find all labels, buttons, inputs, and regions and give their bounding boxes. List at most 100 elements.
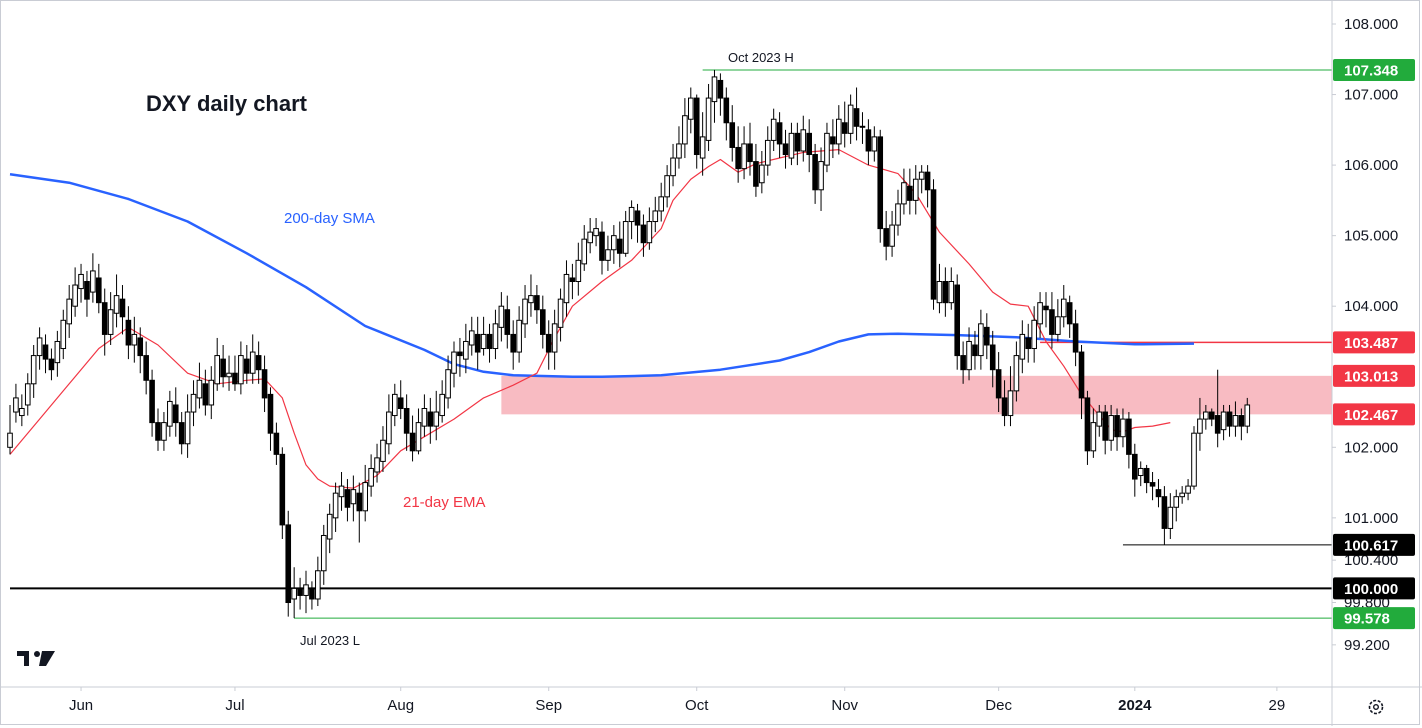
- candle-body-down: [693, 97, 700, 156]
- gear-center[interactable]: [1372, 704, 1379, 711]
- candle-body-down: [1132, 453, 1138, 480]
- candle-body-up: [492, 323, 499, 350]
- candle-body-up: [24, 383, 31, 406]
- candle: [877, 129, 884, 243]
- candle-body-down: [427, 411, 434, 427]
- candle-body-up: [1007, 390, 1014, 417]
- candle-body-up: [516, 319, 522, 353]
- candle: [190, 380, 197, 427]
- candle-body-down: [812, 154, 818, 191]
- candle: [457, 337, 463, 377]
- candle: [534, 285, 540, 324]
- candle: [285, 510, 292, 617]
- candle: [984, 313, 990, 360]
- candle: [196, 362, 203, 409]
- candle-body-down: [989, 344, 996, 371]
- candle: [907, 168, 913, 215]
- candle: [232, 355, 238, 391]
- candle: [593, 218, 599, 247]
- candle: [895, 189, 901, 236]
- candle: [415, 408, 422, 455]
- candle: [167, 390, 173, 437]
- candle: [847, 94, 854, 144]
- candle: [238, 341, 244, 395]
- candle: [427, 397, 434, 444]
- candle: [936, 263, 943, 314]
- candle-body-down: [794, 132, 801, 152]
- candle-body-down: [907, 185, 913, 201]
- candle: [688, 87, 694, 134]
- candle: [78, 263, 84, 303]
- candle: [841, 101, 848, 148]
- candle-body-up: [563, 273, 570, 304]
- candle: [1155, 479, 1162, 508]
- settings-gear-icon[interactable]: [1368, 699, 1384, 715]
- candle: [338, 471, 345, 511]
- candle: [1126, 412, 1132, 469]
- chart-title: DXY daily chart: [146, 91, 308, 116]
- candle: [717, 73, 724, 116]
- price-tick-label: 104.000: [1344, 298, 1398, 315]
- candle-body-down: [1078, 351, 1085, 399]
- candle: [788, 122, 795, 166]
- candle: [676, 126, 682, 169]
- candle: [1108, 404, 1114, 451]
- candle-body-down: [255, 355, 262, 371]
- candle-body-up: [847, 104, 854, 134]
- ema-21-line: [9, 149, 1171, 489]
- candle: [551, 309, 558, 370]
- candle: [747, 122, 753, 176]
- candle-body-down: [729, 122, 736, 148]
- candle-body-up: [824, 132, 830, 166]
- candle: [1102, 404, 1109, 455]
- candle-body-up: [1013, 355, 1020, 392]
- candle-body-up: [480, 333, 487, 350]
- candle-body-down: [1049, 309, 1055, 335]
- candle-body-down: [1072, 323, 1079, 353]
- candle: [652, 196, 659, 233]
- date-tick-label: Jul: [225, 697, 244, 714]
- candle: [137, 327, 144, 374]
- price-tag-label: 99.578: [1344, 611, 1390, 628]
- candle-body-down: [747, 143, 753, 163]
- candle-body-up: [658, 196, 665, 212]
- date-tick-label: Jun: [69, 697, 93, 714]
- candle-body-up: [13, 397, 19, 413]
- candle-body-up: [19, 407, 25, 417]
- candle-body-up: [800, 129, 807, 152]
- candle: [149, 369, 155, 437]
- candle: [96, 263, 102, 314]
- gear-outer[interactable]: [1368, 699, 1384, 715]
- candle: [966, 327, 972, 381]
- candle: [1185, 479, 1191, 501]
- candle-body-up: [871, 136, 878, 152]
- price-tick-label: 106.000: [1344, 157, 1398, 174]
- candle-body-down: [172, 404, 179, 424]
- candle-body-up: [386, 411, 392, 445]
- candle-body-up: [1167, 506, 1174, 529]
- candle: [42, 334, 49, 374]
- candle: [1191, 426, 1197, 490]
- candle-body-down: [504, 309, 511, 335]
- candle: [54, 330, 61, 377]
- candle-body-up: [622, 221, 629, 254]
- candle-body-up: [1203, 411, 1209, 420]
- candle: [954, 274, 961, 370]
- candle-body-down: [297, 587, 303, 596]
- candle-body-down: [984, 326, 990, 346]
- candle-body-down: [972, 344, 978, 357]
- candle-body-up: [682, 115, 688, 145]
- candle-body-down: [942, 281, 949, 304]
- candle-body-down: [776, 122, 783, 145]
- candle-body-up: [1096, 411, 1103, 427]
- candle-body-down: [1143, 467, 1150, 484]
- candle: [1037, 292, 1043, 338]
- candle: [836, 105, 842, 155]
- candle: [628, 200, 635, 240]
- candle-body-down: [149, 379, 155, 424]
- candle: [326, 503, 333, 554]
- candle: [273, 422, 280, 465]
- candle: [622, 210, 629, 257]
- candle-body-up: [1244, 404, 1251, 427]
